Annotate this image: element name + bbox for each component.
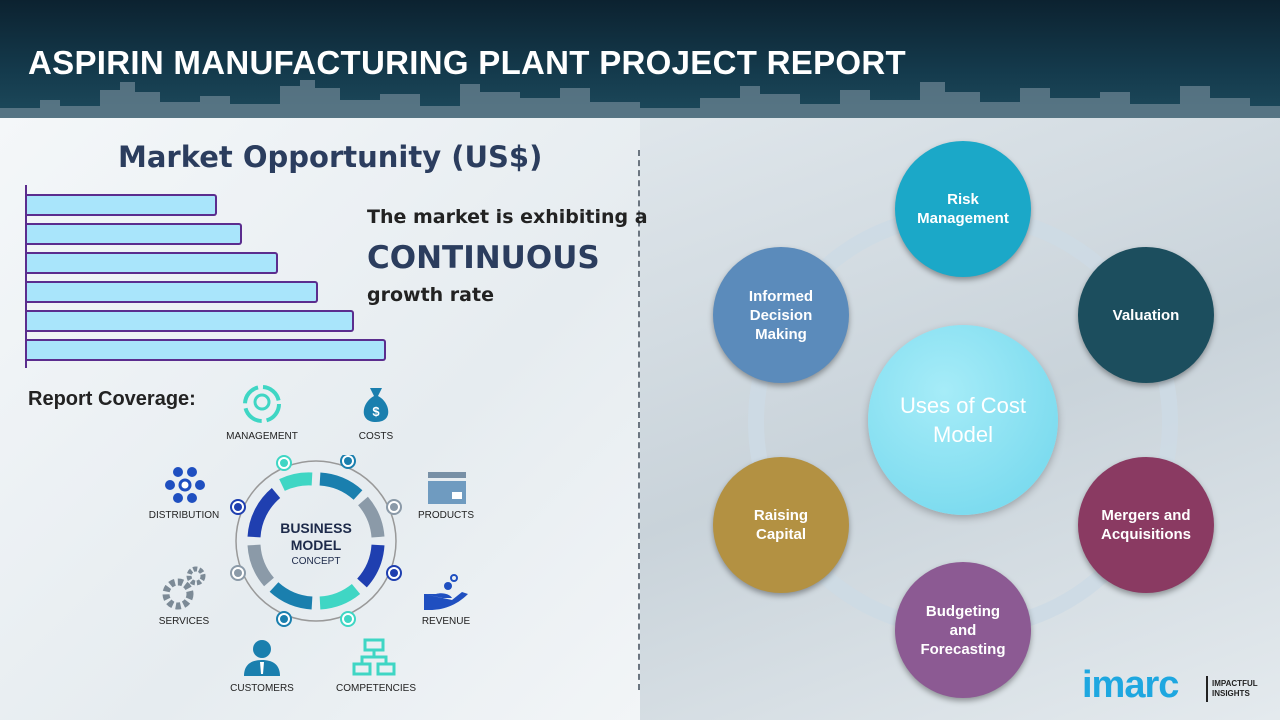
uses-node: Valuation — [1078, 247, 1214, 383]
logo-tagline: IMPACTFUL INSIGHTS — [1212, 679, 1258, 699]
uses-center: Uses of Cost Model — [868, 325, 1058, 515]
bm-line3: CONCEPT — [292, 556, 341, 567]
report-title: ASPIRIN MANUFACTURING PLANT PROJECT REPO… — [28, 44, 906, 81]
coverage-label-costs: COSTS — [358, 431, 394, 442]
distribution-network-icon — [165, 467, 205, 503]
tagline-1: IMPACTFUL — [1212, 679, 1258, 688]
market-opportunity-title: Market Opportunity (US$) — [118, 140, 543, 174]
market-bar — [27, 194, 218, 216]
header-banner: ASPIRIN MANUFACTURING PLANT PROJECT REPO… — [0, 0, 1280, 118]
market-bar — [27, 281, 318, 303]
services-gears-icon — [162, 566, 206, 610]
svg-text:$: $ — [372, 404, 380, 419]
coverage-label-services: SERVICES — [158, 616, 210, 627]
coverage-label-management: MANAGEMENT — [226, 431, 298, 442]
uses-node-label: Risk Management — [917, 191, 1009, 227]
revenue-hand-icon — [424, 574, 468, 610]
business-model-wheel: BUSINESS MODEL CONCEPT — [230, 455, 402, 627]
coverage-label-competencies: COMPETENCIES — [335, 683, 416, 694]
market-bar — [27, 339, 386, 361]
logo-separator — [1206, 676, 1208, 702]
management-icon — [243, 385, 281, 423]
bm-line1: BUSINESS — [280, 520, 352, 536]
coverage-label-customers: CUSTOMERS — [230, 683, 294, 694]
market-bar — [27, 223, 243, 245]
market-bar — [27, 252, 279, 274]
left-panel — [0, 118, 640, 720]
coverage-label-revenue: REVENUE — [421, 616, 471, 627]
bm-line2: MODEL — [291, 537, 342, 553]
uses-node: Risk Management — [895, 141, 1031, 277]
tagline-2: INSIGHTS — [1212, 689, 1250, 698]
divider — [638, 150, 640, 690]
uses-node-label: Valuation — [1112, 306, 1180, 324]
market-bar — [27, 310, 354, 332]
city-skyline — [0, 80, 1280, 118]
report-coverage-title: Report Coverage: — [28, 388, 196, 410]
uses-node: Budgeting and Forecasting — [895, 562, 1031, 698]
competencies-icon — [352, 638, 396, 676]
imarc-logo: imarc — [1082, 664, 1179, 706]
uses-node: Mergers and Acquisitions — [1078, 457, 1214, 593]
bar-axis — [25, 185, 27, 368]
uses-node-label: Budgeting and Forecasting — [920, 602, 1006, 658]
money-bag-icon: $ — [363, 388, 389, 422]
uses-node: Raising Capital — [713, 457, 849, 593]
uses-node: Informed Decision Making — [713, 247, 849, 383]
growth-text-1: The market is exhibiting a — [367, 206, 648, 228]
growth-text-2: CONTINUOUS — [367, 240, 600, 276]
customer-icon — [244, 640, 280, 676]
uses-node-label: Raising Capital — [753, 507, 809, 543]
growth-text-3: growth rate — [367, 284, 494, 306]
uses-node-label: Informed Decision Making — [748, 287, 814, 343]
coverage-label-products: PRODUCTS — [417, 510, 475, 521]
uses-node-label: Mergers and Acquisitions — [1100, 507, 1191, 543]
products-icon — [428, 472, 466, 504]
coverage-label-distribution: DISTRIBUTION — [148, 510, 220, 521]
